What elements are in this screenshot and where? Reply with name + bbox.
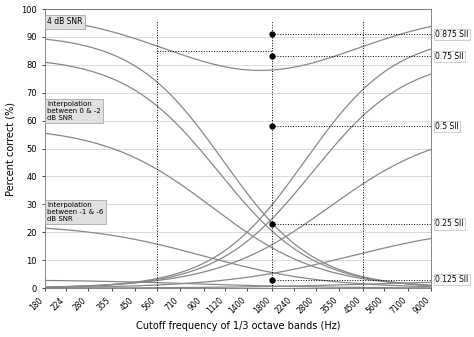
Text: 4 dB SNR: 4 dB SNR [47, 18, 82, 26]
Y-axis label: Percent correct (%): Percent correct (%) [6, 101, 16, 195]
Text: 0.5 SII: 0.5 SII [435, 122, 459, 131]
Text: 0.25 SII: 0.25 SII [435, 219, 464, 228]
X-axis label: Cutoff frequency of 1/3 octave bands (Hz): Cutoff frequency of 1/3 octave bands (Hz… [136, 321, 340, 332]
Text: 0.75 SII: 0.75 SII [435, 52, 464, 61]
Text: 0.125 SII: 0.125 SII [435, 275, 468, 284]
Text: 0.875 SII: 0.875 SII [435, 30, 469, 39]
Text: Interpolation
between 0 & -2
dB SNR: Interpolation between 0 & -2 dB SNR [47, 101, 101, 121]
Text: Interpolation
between -1 & -6
dB SNR: Interpolation between -1 & -6 dB SNR [47, 202, 104, 222]
